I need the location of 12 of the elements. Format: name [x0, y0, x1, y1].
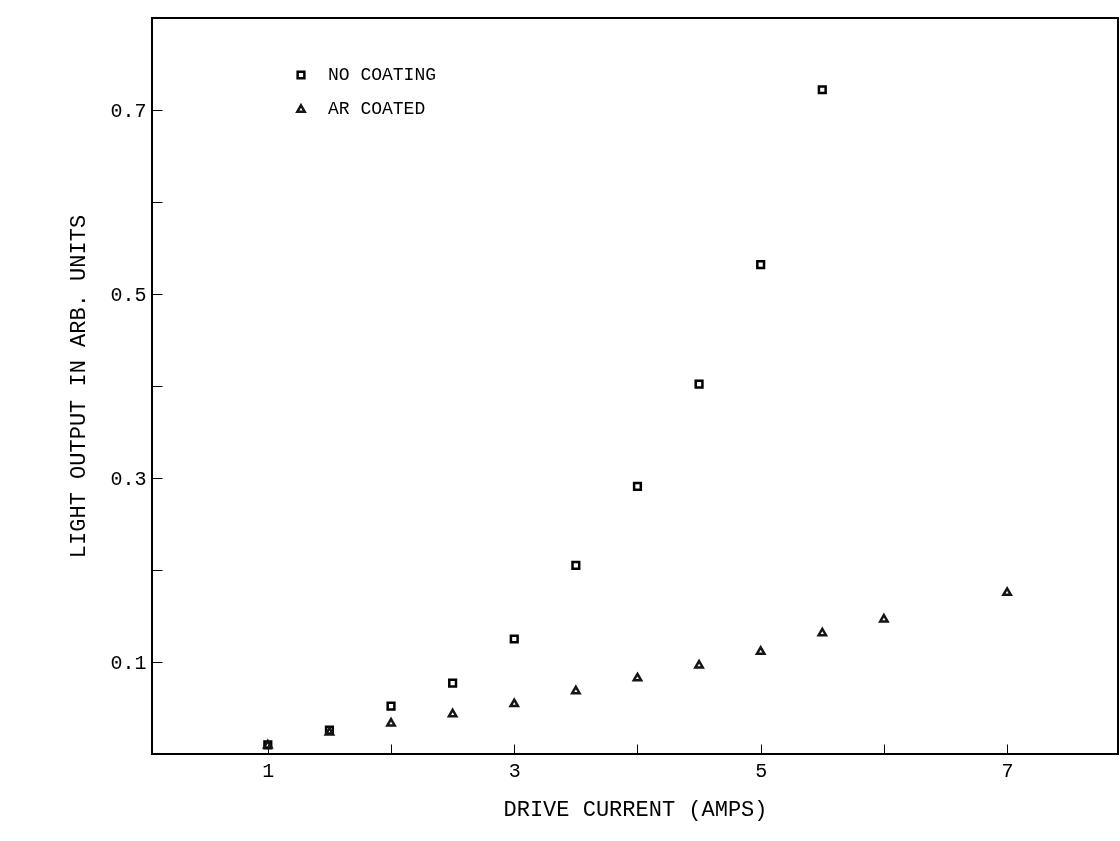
y-tick-label: 0.1 — [110, 651, 147, 675]
x-tick-label: 3 — [508, 759, 521, 783]
y-axis-title: LIGHT OUTPUT IN ARB. UNITS — [67, 214, 93, 559]
y-tick-label: 0.7 — [110, 99, 147, 123]
y-tick-label: 0.5 — [110, 283, 147, 307]
x-tick-label: 5 — [755, 759, 768, 783]
y-tick-label: 0.3 — [110, 467, 147, 491]
x-axis-title: DRIVE CURRENT (AMPS) — [503, 797, 768, 823]
legend-label: NO COATING — [328, 65, 437, 85]
x-tick-label: 1 — [262, 759, 275, 783]
legend-label: AR COATED — [328, 99, 426, 119]
x-tick-label: 7 — [1001, 759, 1014, 783]
